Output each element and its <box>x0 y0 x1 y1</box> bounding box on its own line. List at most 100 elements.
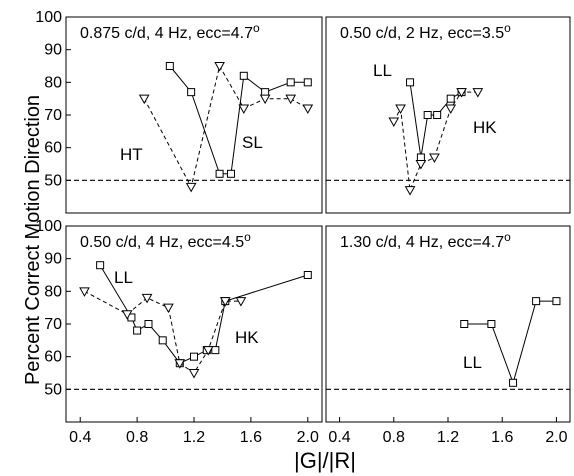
data-point-square <box>96 261 105 270</box>
data-point-square <box>239 71 248 80</box>
data-point-square <box>303 271 312 279</box>
data-point-triangle <box>202 346 214 356</box>
panel-title: 0.875 c/d, 4 Hz, ecc=4.7o <box>80 21 260 42</box>
panel-3: 50 60 70 80 90 100 0.4 0.8 1.2 1.6 2.0 0.50 c/d, 4 … <box>35 218 323 446</box>
data-point-square <box>416 153 425 162</box>
series-ll <box>406 78 466 162</box>
data-point-triangle <box>285 94 297 105</box>
x-tick-label: 0.8 <box>383 429 405 446</box>
y-tick-label: 60 <box>44 349 62 366</box>
x-tick-label: 0.4 <box>328 429 350 446</box>
series-label: LL <box>114 268 133 287</box>
data-point-square <box>423 111 432 119</box>
data-point-square <box>165 62 174 70</box>
data-point-square <box>552 297 561 306</box>
series-line <box>393 91 478 193</box>
y-tick-label: 80 <box>44 74 62 91</box>
y-tick-label: 100 <box>35 218 62 235</box>
data-point-triangle <box>259 94 271 105</box>
series-label: HT <box>120 145 143 164</box>
y-tick-label: 90 <box>44 42 62 59</box>
data-point-square <box>532 297 541 306</box>
data-point-square <box>261 88 270 97</box>
x-tick-label: 1.2 <box>183 429 205 446</box>
y-tick-label: 50 <box>44 381 62 398</box>
data-point-triangle <box>214 62 225 72</box>
panel-title: 1.30 c/d, 4 Hz, ecc=4.7o <box>340 230 511 251</box>
data-point-square <box>446 94 455 103</box>
data-point-square <box>190 352 198 361</box>
x-tick-label: 2.0 <box>545 429 567 446</box>
data-point-triangle <box>238 104 250 114</box>
data-point-square <box>460 320 469 328</box>
data-point-square <box>133 326 142 335</box>
panel-1: 50 60 70 80 90 100 0.875 c/d, 4 Hz, ecc=4.7o SL… <box>35 9 323 214</box>
data-point-triangle <box>235 297 247 307</box>
series-label: HK <box>235 328 259 347</box>
panel-title: 0.50 c/d, 4 Hz, ecc=4.5o <box>80 230 251 251</box>
data-point-square <box>433 111 442 119</box>
series-line <box>143 64 309 189</box>
x-tick-label: 1.6 <box>240 429 262 446</box>
data-point-triangle <box>185 182 197 193</box>
panel-frame <box>325 225 571 423</box>
panel-title: 0.50 c/d, 2 Hz, ecc=3.5o <box>340 21 511 42</box>
series-sl <box>165 62 312 178</box>
data-point-triangle <box>415 160 427 170</box>
panel-2: 0.50 c/d, 2 Hz, ecc=3.5o LL HK <box>325 16 571 214</box>
data-point-triangle <box>219 297 231 307</box>
x-tick-label: 1.6 <box>491 429 513 446</box>
data-point-triangle <box>121 310 133 320</box>
panel-frame <box>65 225 323 423</box>
x-tick-label: 1.2 <box>437 429 459 446</box>
data-point-square <box>215 169 224 178</box>
series-ll <box>460 297 561 387</box>
series-hk <box>79 287 247 379</box>
series-line <box>84 290 241 374</box>
x-tick-label: 0.8 <box>126 429 148 446</box>
y-tick-label: 60 <box>44 140 62 157</box>
data-point-triangle <box>79 287 90 297</box>
data-point-square <box>406 78 415 87</box>
y-tick-label: 70 <box>44 107 62 124</box>
data-point-square <box>226 169 235 178</box>
data-point-square <box>303 78 312 87</box>
y-axis-label: Percent Correct Motion Direction <box>22 95 44 385</box>
data-point-triangle <box>456 88 467 98</box>
data-point-triangle <box>472 88 484 98</box>
data-point-triangle <box>404 186 416 196</box>
data-point-triangle <box>163 303 174 314</box>
y-tick-label: 70 <box>44 316 62 333</box>
data-point-triangle <box>302 104 314 114</box>
series-line <box>409 82 462 158</box>
data-point-triangle <box>141 293 153 304</box>
x-tick-label: 0.4 <box>69 429 91 446</box>
y-tick-label: 100 <box>35 9 62 26</box>
data-point-triangle <box>138 94 150 105</box>
data-point-triangle <box>395 104 406 114</box>
data-point-square <box>509 378 518 387</box>
y-tick-label: 50 <box>44 172 62 189</box>
series-label: HK <box>473 118 497 137</box>
panel-4: 0.4 0.8 1.2 1.6 2.0 1.30 c/d, 4 Hz, ecc=4.7o L… <box>325 225 571 446</box>
data-point-square <box>286 78 295 87</box>
data-point-triangle <box>174 359 186 369</box>
series-label: LL <box>463 353 482 372</box>
series-label: SL <box>242 133 263 152</box>
series-line <box>169 65 308 175</box>
y-tick-label: 80 <box>44 283 62 300</box>
data-point-square <box>187 88 196 97</box>
x-tick-label: 2.0 <box>297 429 319 446</box>
data-point-triangle <box>429 153 440 163</box>
x-axis-label: |G|/|R| <box>294 448 356 473</box>
series-label: LL <box>373 61 392 80</box>
data-point-triangle <box>445 104 457 114</box>
y-tick-label: 90 <box>44 251 62 268</box>
data-point-square <box>158 336 167 345</box>
series-ht <box>138 62 314 193</box>
data-point-triangle <box>388 117 400 128</box>
data-point-square <box>487 320 496 328</box>
data-point-square <box>144 320 153 328</box>
data-point-triangle <box>188 369 200 379</box>
